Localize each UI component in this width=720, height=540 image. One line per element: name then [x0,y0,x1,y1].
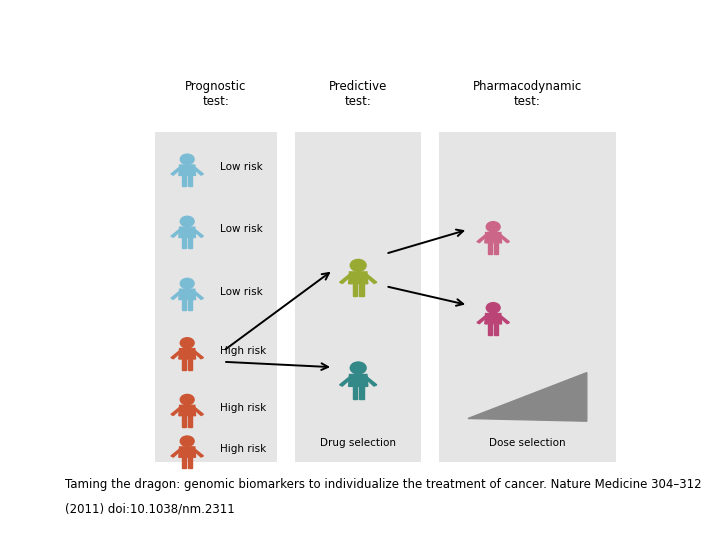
Circle shape [180,278,194,289]
FancyBboxPatch shape [155,132,277,462]
Circle shape [350,259,366,271]
Circle shape [486,302,500,313]
Polygon shape [477,234,487,242]
Circle shape [180,216,194,227]
Circle shape [180,394,194,405]
Circle shape [180,436,194,447]
Polygon shape [188,300,192,310]
Polygon shape [182,359,186,370]
Polygon shape [171,350,181,359]
Polygon shape [179,227,196,238]
Polygon shape [488,324,492,335]
Polygon shape [179,406,196,416]
Polygon shape [182,300,186,310]
Polygon shape [348,375,368,387]
Polygon shape [171,407,181,415]
Polygon shape [353,387,357,399]
Text: High risk: High risk [220,444,266,454]
Polygon shape [179,349,196,359]
Polygon shape [182,176,186,186]
Text: Prognostic
test:: Prognostic test: [185,80,247,108]
Polygon shape [171,229,181,237]
Polygon shape [182,416,186,427]
Polygon shape [179,447,196,457]
Polygon shape [477,315,487,323]
Polygon shape [353,284,357,296]
Circle shape [180,154,194,165]
Text: Low risk: Low risk [220,287,262,296]
Polygon shape [359,387,364,399]
FancyBboxPatch shape [439,132,616,462]
Polygon shape [194,291,204,299]
Polygon shape [488,243,492,254]
Polygon shape [188,457,192,468]
Polygon shape [494,243,498,254]
Circle shape [486,221,500,232]
Polygon shape [340,377,351,386]
Text: Pharmacodynamic
test:: Pharmacodynamic test: [473,80,582,108]
Text: Low risk: Low risk [220,163,262,172]
Polygon shape [194,449,204,457]
Polygon shape [188,359,192,370]
Text: Predictive
test:: Predictive test: [329,80,387,108]
Polygon shape [194,407,204,415]
Polygon shape [500,315,510,323]
Text: Taming the dragon: genomic biomarkers to individualize the treatment of cancer. : Taming the dragon: genomic biomarkers to… [65,478,701,491]
Polygon shape [485,314,502,324]
Polygon shape [171,167,181,175]
Text: Dose selection: Dose selection [489,438,566,448]
Text: High risk: High risk [220,346,266,356]
Polygon shape [359,284,364,296]
Polygon shape [179,165,196,176]
Polygon shape [194,229,204,237]
Polygon shape [194,167,204,175]
Text: High risk: High risk [220,403,266,413]
Polygon shape [171,449,181,457]
Circle shape [350,362,366,374]
Polygon shape [182,238,186,248]
Polygon shape [485,233,502,243]
Polygon shape [188,238,192,248]
FancyBboxPatch shape [295,132,421,462]
Polygon shape [179,289,196,300]
Polygon shape [365,377,377,386]
Text: (2011) doi:10.1038/nm.2311: (2011) doi:10.1038/nm.2311 [65,502,235,515]
Polygon shape [171,291,181,299]
Polygon shape [468,373,587,421]
Circle shape [180,338,194,348]
Polygon shape [500,234,510,242]
Text: Low risk: Low risk [220,225,262,234]
Polygon shape [194,350,204,359]
Polygon shape [182,457,186,468]
Polygon shape [494,324,498,335]
Polygon shape [188,416,192,427]
Polygon shape [188,176,192,186]
Text: Drug selection: Drug selection [320,438,396,448]
Polygon shape [348,272,368,284]
Polygon shape [365,274,377,284]
Polygon shape [340,274,351,284]
